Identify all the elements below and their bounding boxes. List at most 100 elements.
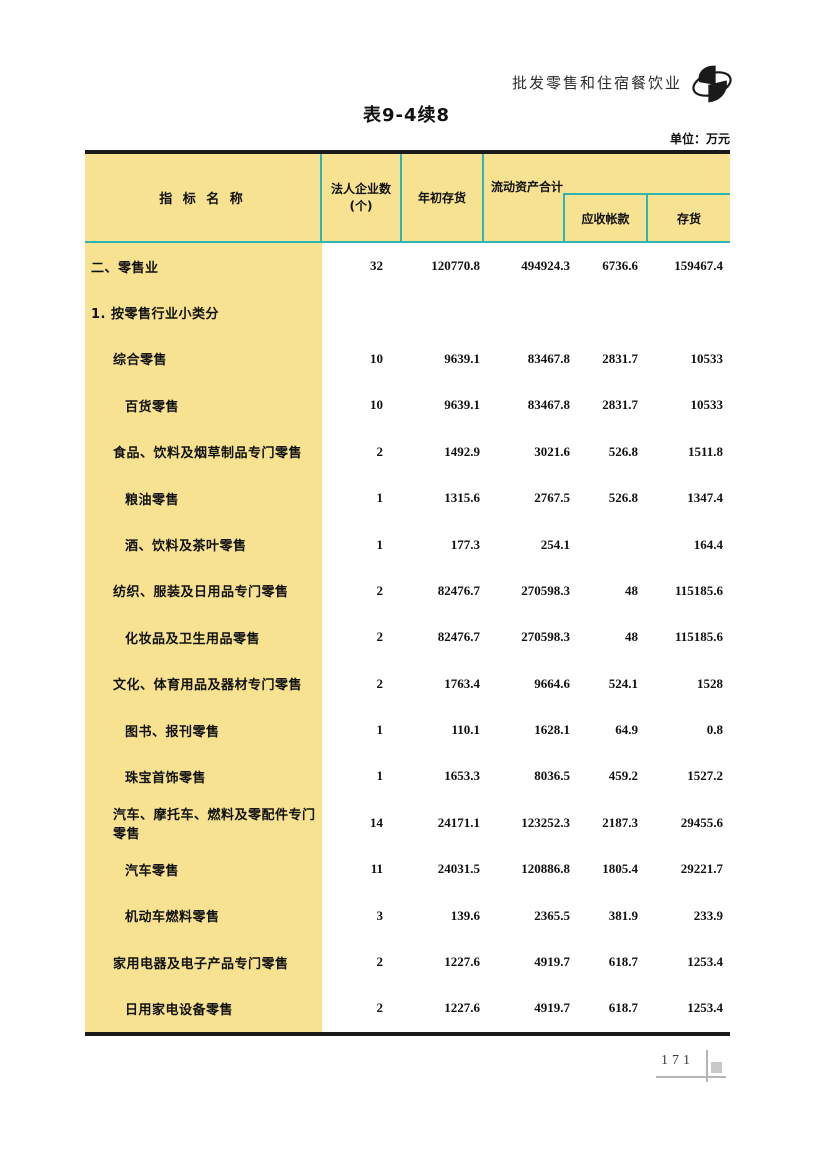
row-label: 综合零售 <box>113 353 168 369</box>
table-row: 图书、报刊零售 1 110.1 1628.1 64.9 0.8 <box>85 707 730 753</box>
table-row: 综合零售 10 9639.1 83467.8 2831.7 10533 <box>85 336 730 382</box>
cell-current-assets-total: 83467.8 <box>527 350 570 366</box>
table-body: 二、零售业 32 120770.8 494924.3 6736.6 159467… <box>85 243 730 1036</box>
cell-legal-entities: 2 <box>376 954 384 970</box>
cell-inventory: 115185.6 <box>674 582 723 598</box>
column-header-legal-entities-line1: 法人企业数 <box>330 182 391 197</box>
column-header-accounts-receivable: 应收帐款 <box>565 195 648 241</box>
cell-beginning-inventory: 120770.8 <box>431 258 480 274</box>
cell-inventory: 1347.4 <box>687 490 723 506</box>
cell-beginning-inventory: 24171.1 <box>437 814 480 830</box>
cell-inventory: 1511.8 <box>687 443 723 459</box>
cell-inventory: 10533 <box>690 350 724 366</box>
row-label: 图书、报刊零售 <box>125 724 220 740</box>
cell-legal-entities: 2 <box>376 1000 384 1016</box>
cell-inventory: 233.9 <box>693 907 723 923</box>
cell-accounts-receivable: 459.2 <box>608 768 638 784</box>
footer-vertical-rule <box>706 1050 708 1082</box>
table-row: 汽车、摩托车、燃料及零配件专门零售 14 24171.1 123252.3 21… <box>85 800 730 846</box>
cell-beginning-inventory: 177.3 <box>450 536 480 552</box>
cell-accounts-receivable: 526.8 <box>608 490 638 506</box>
cell-accounts-receivable: 1805.4 <box>602 861 638 877</box>
cell-beginning-inventory: 139.6 <box>450 907 480 923</box>
cell-current-assets-total: 123252.3 <box>521 814 570 830</box>
table-row: 日用家电设备零售 2 1227.6 4919.7 618.7 1253.4 <box>85 985 730 1031</box>
cell-beginning-inventory: 1492.9 <box>444 443 480 459</box>
row-label: 日用家电设备零售 <box>125 1002 234 1018</box>
cell-beginning-inventory: 1227.6 <box>444 954 480 970</box>
page-title: 表9-4续8 <box>362 105 451 126</box>
cell-beginning-inventory: 82476.7 <box>437 629 480 645</box>
row-label: 1. 按零售行业小类分 <box>91 307 220 323</box>
cell-inventory: 29221.7 <box>680 861 723 877</box>
cell-current-assets-total: 83467.8 <box>527 397 570 413</box>
row-label: 酒、饮料及茶叶零售 <box>125 539 247 555</box>
cell-accounts-receivable: 524.1 <box>608 675 638 691</box>
table-row: 粮油零售 1 1315.6 2767.5 526.8 1347.4 <box>85 475 730 521</box>
table-row: 食品、饮料及烟草制品专门零售 2 1492.9 3021.6 526.8 151… <box>85 429 730 475</box>
cell-current-assets-total: 2767.5 <box>534 490 570 506</box>
table-row: 汽车零售 11 24031.5 120886.8 1805.4 29221.7 <box>85 846 730 892</box>
cell-accounts-receivable: 64.9 <box>615 722 638 738</box>
cell-accounts-receivable: 2831.7 <box>602 397 638 413</box>
cell-accounts-receivable: 526.8 <box>608 443 638 459</box>
cell-beginning-inventory: 1227.6 <box>444 1000 480 1016</box>
cell-accounts-receivable: 48 <box>625 582 638 598</box>
cell-legal-entities: 10 <box>370 350 383 366</box>
cell-beginning-inventory: 9639.1 <box>444 350 480 366</box>
cell-legal-entities: 1 <box>376 536 384 552</box>
table-row: 二、零售业 32 120770.8 494924.3 6736.6 159467… <box>85 243 730 289</box>
row-label: 食品、饮料及烟草制品专门零售 <box>113 446 303 462</box>
cell-accounts-receivable: 2831.7 <box>602 350 638 366</box>
cell-accounts-receivable: 618.7 <box>608 954 638 970</box>
page-number: 171 <box>661 1053 694 1068</box>
column-header-indicator: 指 标 名 称 <box>85 154 322 241</box>
publisher-logo-icon <box>692 65 732 103</box>
cell-legal-entities: 14 <box>370 814 383 830</box>
indicator-column-highlight <box>85 243 322 1032</box>
cell-beginning-inventory: 1315.6 <box>444 490 480 506</box>
table-row: 家用电器及电子产品专门零售 2 1227.6 4919.7 618.7 1253… <box>85 939 730 985</box>
cell-current-assets-total: 1628.1 <box>534 722 570 738</box>
table-row: 机动车燃料零售 3 139.6 2365.5 381.9 233.9 <box>85 892 730 938</box>
cell-inventory: 115185.6 <box>674 629 723 645</box>
cell-inventory: 1528 <box>697 675 723 691</box>
statistics-table: 指 标 名 称 法人企业数 (个) 年初存货 流动资产合计 应收帐款 存货 二、… <box>85 150 730 1036</box>
cell-current-assets-total: 3021.6 <box>534 443 570 459</box>
cell-beginning-inventory: 9639.1 <box>444 397 480 413</box>
unit-label: 单位：万元 <box>669 132 730 146</box>
cell-current-assets-total: 494924.3 <box>521 258 570 274</box>
column-header-beginning-inventory: 年初存货 <box>402 154 484 241</box>
cell-inventory: 1253.4 <box>687 1000 723 1016</box>
cell-inventory: 29455.6 <box>680 814 723 830</box>
row-label: 机动车燃料零售 <box>125 910 220 926</box>
table-row: 1. 按零售行业小类分 <box>85 289 730 335</box>
cell-inventory: 164.4 <box>693 536 723 552</box>
cell-inventory: 1253.4 <box>687 954 723 970</box>
cell-current-assets-total: 8036.5 <box>534 768 570 784</box>
footer-square-ornament <box>711 1062 722 1073</box>
table-row: 文化、体育用品及器材专门零售 2 1763.4 9664.6 524.1 152… <box>85 661 730 707</box>
cell-accounts-receivable: 48 <box>625 629 638 645</box>
row-label: 百货零售 <box>125 399 180 415</box>
table-row: 纺织、服装及日用品专门零售 2 82476.7 270598.3 48 1151… <box>85 568 730 614</box>
running-head: 批发零售和住宿餐饮业 <box>0 60 735 108</box>
cell-current-assets-total: 4919.7 <box>534 1000 570 1016</box>
cell-legal-entities: 2 <box>376 582 384 598</box>
column-header-current-assets-label: 流动资产合计 <box>491 180 564 194</box>
cell-current-assets-total: 2365.5 <box>534 907 570 923</box>
cell-legal-entities: 1 <box>376 490 384 506</box>
cell-legal-entities: 2 <box>376 629 384 645</box>
cell-legal-entities: 2 <box>376 675 384 691</box>
cell-current-assets-total: 254.1 <box>540 536 570 552</box>
cell-legal-entities: 1 <box>376 768 384 784</box>
row-label: 家用电器及电子产品专门零售 <box>113 956 289 972</box>
cell-legal-entities: 1 <box>376 722 384 738</box>
table-header: 指 标 名 称 法人企业数 (个) 年初存货 流动资产合计 应收帐款 存货 <box>85 150 730 243</box>
cell-inventory: 10533 <box>690 397 724 413</box>
column-header-legal-entities: 法人企业数 (个) <box>322 154 402 241</box>
cell-inventory: 1527.2 <box>687 768 723 784</box>
sub-header-box: 应收帐款 存货 <box>563 193 730 241</box>
row-label: 汽车零售 <box>125 863 180 879</box>
table-row: 化妆品及卫生用品零售 2 82476.7 270598.3 48 115185.… <box>85 614 730 660</box>
